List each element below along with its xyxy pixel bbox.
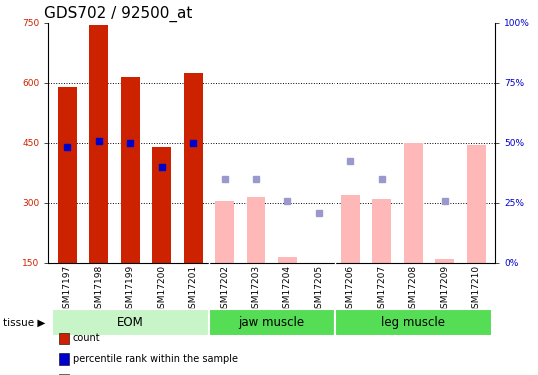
Text: GSM17210: GSM17210 bbox=[472, 265, 480, 314]
Text: GDS702 / 92500_at: GDS702 / 92500_at bbox=[44, 6, 192, 22]
Text: jaw muscle: jaw muscle bbox=[239, 316, 305, 329]
Bar bbox=[183, 72, 202, 262]
FancyBboxPatch shape bbox=[209, 309, 335, 336]
Bar bbox=[341, 195, 360, 262]
Text: GSM17199: GSM17199 bbox=[126, 265, 134, 314]
Bar bbox=[246, 196, 265, 262]
Text: GSM17205: GSM17205 bbox=[314, 265, 323, 314]
Text: tissue ▶: tissue ▶ bbox=[3, 318, 45, 327]
Text: GSM17203: GSM17203 bbox=[251, 265, 260, 314]
FancyBboxPatch shape bbox=[335, 309, 492, 336]
Text: GSM17206: GSM17206 bbox=[346, 265, 355, 314]
Bar bbox=[372, 198, 391, 262]
Text: EOM: EOM bbox=[117, 316, 144, 329]
Bar bbox=[466, 144, 485, 262]
Bar bbox=[215, 201, 234, 262]
Bar bbox=[404, 142, 423, 262]
Text: GSM17209: GSM17209 bbox=[440, 265, 449, 314]
Text: GSM17202: GSM17202 bbox=[220, 265, 229, 314]
Text: GSM17197: GSM17197 bbox=[63, 265, 72, 314]
FancyBboxPatch shape bbox=[52, 309, 209, 336]
Text: percentile rank within the sample: percentile rank within the sample bbox=[73, 354, 238, 364]
Bar bbox=[58, 87, 77, 262]
Bar bbox=[435, 258, 454, 262]
Bar bbox=[89, 24, 108, 262]
Bar bbox=[121, 76, 140, 262]
Text: count: count bbox=[73, 333, 100, 343]
Text: GSM17204: GSM17204 bbox=[283, 265, 292, 314]
Text: GSM17207: GSM17207 bbox=[377, 265, 386, 314]
Text: GSM17201: GSM17201 bbox=[189, 265, 197, 314]
Text: leg muscle: leg muscle bbox=[381, 316, 445, 329]
Text: GSM17198: GSM17198 bbox=[94, 265, 103, 314]
Bar bbox=[278, 256, 297, 262]
Text: GSM17200: GSM17200 bbox=[157, 265, 166, 314]
Bar bbox=[152, 147, 171, 262]
Text: GSM17208: GSM17208 bbox=[409, 265, 417, 314]
